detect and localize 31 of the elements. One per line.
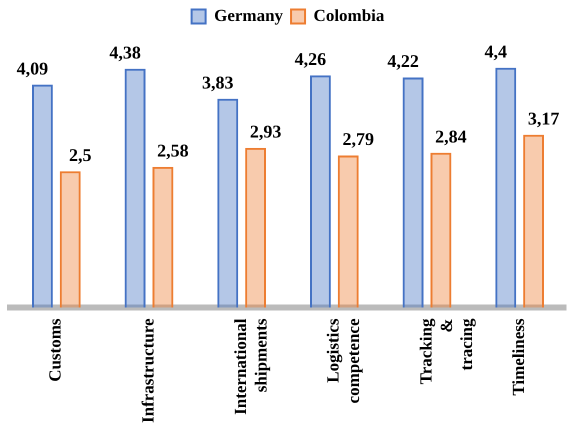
x-tick-label: Customs <box>46 318 65 382</box>
x-tick-label: Infrastructure <box>138 318 158 423</box>
data-label: 2,79 <box>342 129 374 150</box>
bar <box>60 171 81 308</box>
x-tick-label: International shipments <box>231 318 270 415</box>
legend-label: Germany <box>214 6 284 25</box>
bar <box>338 155 359 308</box>
bar <box>523 134 544 308</box>
bar <box>495 68 516 308</box>
data-label: 2,5 <box>68 144 92 165</box>
data-label: 2,84 <box>435 126 467 146</box>
bar <box>32 84 53 308</box>
data-label: 4,4 <box>484 41 508 62</box>
bar <box>124 68 146 308</box>
bar <box>217 98 238 308</box>
x-tick-label: Tracking & tracing <box>416 318 476 384</box>
bar <box>402 78 424 308</box>
x-tick-label: Timeliness <box>509 318 528 396</box>
legend-label: Colombia <box>314 6 385 25</box>
bar <box>152 166 174 308</box>
bar <box>310 75 331 308</box>
data-label: 3,83 <box>202 72 234 92</box>
data-label: 4,09 <box>16 58 48 78</box>
data-label: 2,93 <box>250 121 282 142</box>
data-label: 4,26 <box>294 48 326 69</box>
data-label: 4,22 <box>387 51 419 72</box>
bar <box>430 152 452 308</box>
bar <box>245 148 266 308</box>
data-label: 2,58 <box>157 140 189 161</box>
data-label: 3,17 <box>528 108 560 128</box>
data-label: 4,38 <box>109 42 141 62</box>
